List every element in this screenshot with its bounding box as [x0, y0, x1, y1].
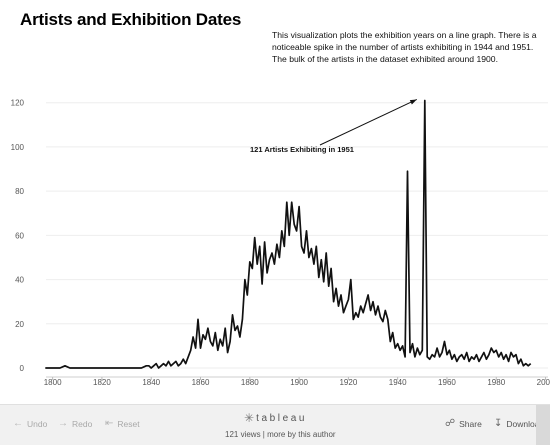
undo-button[interactable]: ← Undo	[13, 418, 47, 429]
x-tick-label: 1800	[44, 378, 62, 385]
undo-label: Undo	[27, 418, 48, 429]
series-line[interactable]	[45, 99, 532, 369]
x-tick-label: 2000	[537, 378, 550, 385]
y-tick-label: 40	[15, 276, 24, 285]
line-chart[interactable]: 0 20 40 60 80 100 120 1800 1820 1840 1860 1880 1900 1…	[0, 85, 550, 385]
y-tick-label: 120	[11, 99, 25, 108]
x-tick-label: 1860	[192, 378, 210, 385]
tableau-wordmark: tableau	[256, 412, 308, 424]
chart-description: This visualization plots the exhibition …	[272, 30, 537, 64]
axes: 0 20 40 60 80 100 120 1800 1820 1840 1860 1880 1900 1…	[11, 99, 550, 385]
x-tick-label: 1880	[241, 378, 259, 385]
x-tick-label: 1900	[290, 378, 308, 385]
y-tick-label: 80	[15, 187, 24, 196]
undo-arrow-icon: ←	[13, 418, 23, 429]
share-button[interactable]: ☍ Share	[445, 418, 482, 429]
annotation: 121 Artists Exhibiting in 1951	[250, 99, 417, 154]
y-tick-label: 100	[11, 143, 25, 152]
series-line-path[interactable]	[45, 99, 532, 369]
reset-button[interactable]: ⇤ Reset	[105, 418, 140, 429]
share-icon: ☍	[445, 418, 456, 429]
tableau-brand[interactable]: ✳ tableau	[244, 411, 307, 425]
download-icon: ↧	[494, 418, 503, 429]
tableau-logo-icon: ✳	[244, 411, 255, 425]
share-label: Share	[459, 418, 482, 429]
annotation-label: 121 Artists Exhibiting in 1951	[250, 145, 354, 154]
y-tick-label: 20	[15, 320, 24, 329]
annotation-arrow-line	[319, 99, 417, 146]
reset-label: Reset	[117, 418, 140, 429]
x-tick-label: 1980	[487, 378, 505, 385]
x-tick-label: 1940	[389, 378, 407, 385]
reset-arrow-icon: ⇤	[105, 418, 114, 429]
views-count[interactable]: 121 views | more by this author	[225, 430, 336, 439]
download-label: Download	[506, 418, 545, 429]
redo-button[interactable]: → Redo	[58, 418, 92, 429]
side-scroll-tab[interactable]	[536, 405, 550, 445]
download-button[interactable]: ↧ Download	[494, 418, 544, 429]
x-tick-label: 1960	[438, 378, 456, 385]
grid-lines	[46, 102, 548, 369]
y-tick-label: 0	[20, 364, 25, 373]
x-tick-label: 1820	[93, 378, 111, 385]
x-tick-label: 1920	[339, 378, 357, 385]
redo-label: Redo	[72, 418, 93, 429]
y-tick-label: 60	[15, 231, 24, 240]
redo-arrow-icon: →	[58, 418, 68, 429]
x-tick-label: 1840	[142, 378, 160, 385]
page-title: Artists and Exhibition Dates	[20, 10, 242, 29]
toolbar: ← Undo → Redo ⇤ Reset ✳ tableau 121 view…	[0, 404, 550, 445]
annotation-arrow-head	[409, 99, 417, 105]
